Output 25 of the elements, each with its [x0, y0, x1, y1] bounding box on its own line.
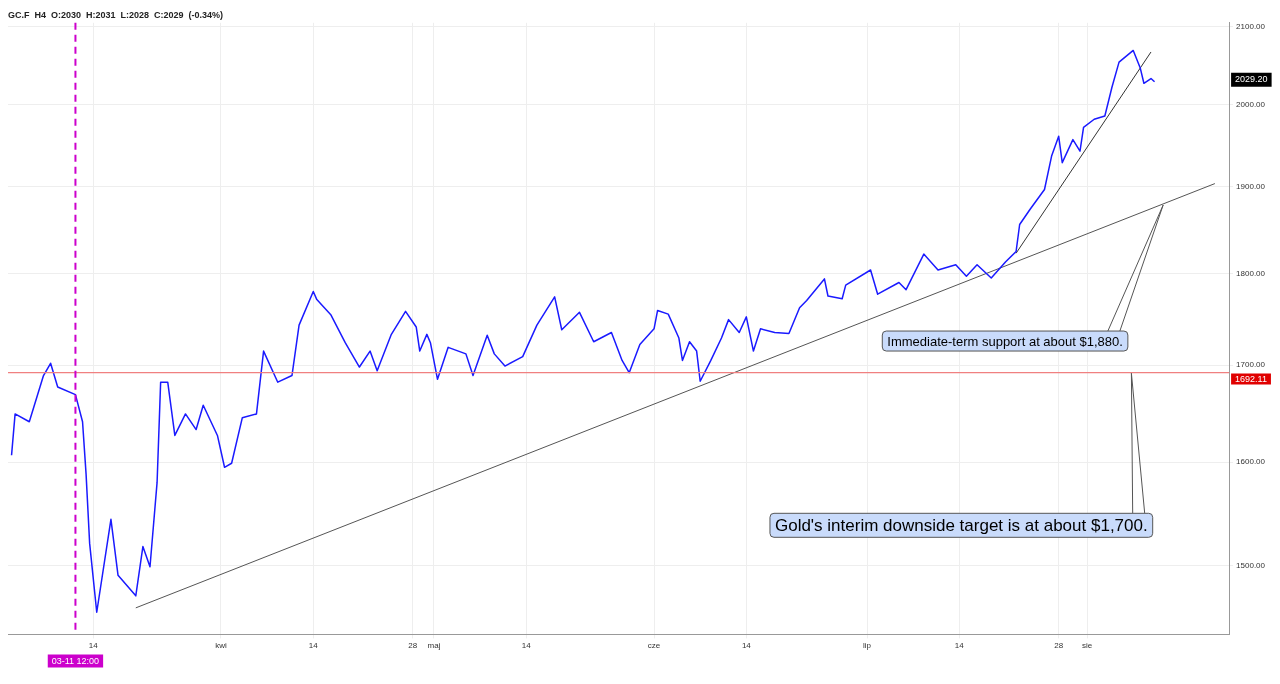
x-tick-label: sie [1081, 641, 1093, 651]
chart-title: GC.F H4 O:2030 H:2031 L:2028 C:2029 (-0.34%) [8, 9, 224, 20]
y-tick-label: 1900.00 [1236, 182, 1266, 192]
y-tick-label: 2100.00 [1236, 21, 1266, 31]
y-tick-label: 1500.00 [1236, 560, 1266, 570]
x-tick-label: lip [863, 641, 872, 651]
x-tick-label: 14 [741, 641, 752, 651]
ref-line-label: 1692.11 [1235, 373, 1267, 384]
x-tick-label: 14 [88, 641, 99, 651]
x-tick-label: 14 [308, 641, 319, 651]
x-tick-label: 14 [521, 641, 532, 651]
x-tick-label: 28 [408, 641, 418, 651]
annotation: Gold's interim downside target is at about $1,700. [774, 515, 1148, 535]
y-tick-label: 1600.00 [1236, 457, 1266, 467]
y-tick-label: 1800.00 [1236, 268, 1266, 278]
y-tick-label: 2000.00 [1236, 99, 1266, 109]
x-tick-label: cze [647, 641, 661, 651]
ref-line-label: 03-11 12:00 [51, 655, 100, 666]
x-tick-label: 14 [954, 641, 965, 651]
text: 2029.20 [1235, 74, 1268, 85]
x-tick-label: maj [427, 641, 441, 651]
annotation: Immediate-term support at about $1,880. [887, 333, 1123, 349]
x-tick-label: kwi [215, 641, 227, 651]
y-tick-label: 1700.00 [1236, 360, 1266, 370]
x-tick-label: 28 [1054, 641, 1064, 651]
